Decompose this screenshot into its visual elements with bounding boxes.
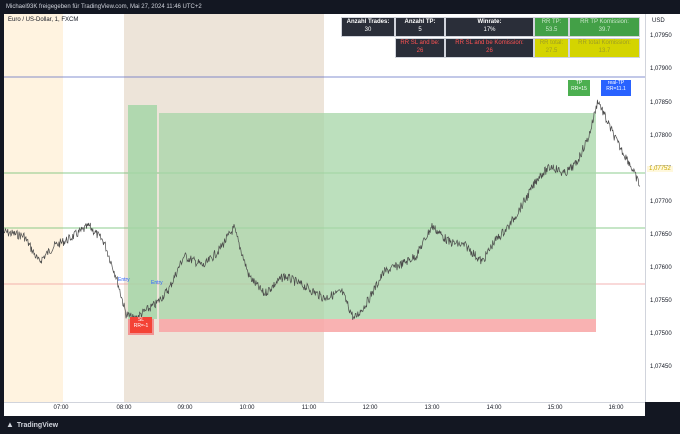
real-tp-marker-line2: RR=11.1 [606, 86, 626, 92]
price-tick-label: 1,07850 [650, 100, 672, 106]
price-tick-label: 1,07600 [650, 265, 672, 271]
price-line [4, 99, 641, 322]
stat-anzahl-trades-value: 30 [364, 26, 372, 33]
stat-winrate: Winrate: 17% [445, 17, 534, 37]
price-tick-label: 1,07450 [650, 364, 672, 370]
time-tick-label: 07:00 [53, 405, 69, 411]
time-tick-label: 12:00 [362, 405, 378, 411]
premarket-session-zone [4, 14, 63, 402]
entry-marker-2-label: Entry [151, 280, 163, 286]
tp-marker-line2: RR=15 [571, 86, 587, 92]
symbol-title: Euro / US-Dollar, 1, FXCM [8, 17, 79, 23]
stat-rr-total-label: RR total: [539, 40, 564, 46]
entry-marker-2[interactable]: Entry [151, 280, 163, 286]
chart-pane[interactable]: Anzahl Trades: 30 Anzahl TP: 5 Winrate: … [4, 14, 645, 402]
trade2-profit-zone [159, 113, 596, 319]
real-tp-marker-line1: real-TP [607, 80, 625, 86]
tradingview-logo-icon: ▲ [6, 420, 14, 429]
real-tp-marker[interactable]: real-TP RR=11.1 [601, 80, 631, 96]
sl-marker-line1: SL [137, 317, 145, 323]
stat-rr-tp-label: RR TP: [541, 19, 562, 25]
time-tick-label: 16:00 [608, 405, 624, 411]
time-tick-label: 08:00 [116, 405, 132, 411]
price-axis[interactable]: USD 1,079501,079001,078501,078001,077501… [645, 14, 680, 402]
stat-rr-total-komission-value: 13.7 [598, 47, 611, 54]
price-tick-label: 1,07950 [650, 33, 672, 39]
stat-anzahl-trades: Anzahl Trades: 30 [341, 17, 395, 37]
stat-rr-sl-be-value: 26 [416, 47, 424, 54]
price-chart-canvas[interactable] [4, 14, 645, 402]
sl-marker[interactable]: SL RR=-1 [130, 317, 152, 333]
current-price-label: 1,07752 [647, 166, 673, 172]
price-tick-label: 1,07700 [650, 199, 672, 205]
footer-bar: ▲ TradingView [0, 416, 680, 434]
stat-rr-tp-value: 53.5 [545, 26, 558, 33]
stat-rr-sl-be-komission-label: RR SL and be Komission: [455, 40, 524, 46]
tp-marker-line1: TP [575, 80, 583, 86]
stat-rr-total-komission: RR total Komission: 13.7 [569, 38, 640, 58]
currency-label: USD [652, 18, 665, 24]
sl-marker-line2: RR=-1 [133, 323, 149, 329]
stat-rr-total: RR total: 27.5 [534, 38, 569, 58]
stat-anzahl-trades-label: Anzahl Trades: [346, 19, 390, 25]
price-tick-label: 1,07500 [650, 331, 672, 337]
time-tick-label: 14:00 [486, 405, 502, 411]
brand-text: TradingView [16, 422, 59, 429]
stat-winrate-label: Winrate: [477, 19, 502, 25]
stat-anzahl-tp: Anzahl TP: 5 [395, 17, 445, 37]
price-tick-label: 1,07550 [650, 298, 672, 304]
stat-rr-total-komission-label: RR total Komission: [578, 40, 631, 46]
time-tick-label: 15:00 [547, 405, 563, 411]
stat-winrate-value: 17% [483, 26, 496, 33]
stat-anzahl-tp-value: 5 [418, 26, 422, 33]
stat-rr-sl-be-komission-value: 26 [486, 47, 493, 54]
entry-marker-1[interactable]: Entry [118, 277, 130, 283]
stat-rr-total-value: 27.5 [545, 47, 558, 54]
stat-anzahl-tp-label: Anzahl TP: [404, 19, 436, 25]
entry-marker-1-label: Entry [118, 277, 130, 283]
time-axis[interactable]: 07:00 08:00 09:00 10:00 11:00 12:00 13:00 14:00… [4, 402, 645, 416]
trade2-loss-zone [159, 319, 596, 332]
price-tick-label: 1,07650 [650, 232, 672, 238]
stat-rr-sl-be: RR SL and be: 26 [395, 38, 445, 58]
attribution-bar: Michael93K freigegeben für TradingView.c… [0, 0, 680, 14]
stat-rr-tp-komission: RR TP Komission: 39.7 [569, 17, 640, 37]
price-tick-label: 1,07900 [650, 66, 672, 72]
time-tick-label: 13:00 [424, 405, 440, 411]
attribution-text: Michael93K freigegeben für TradingView.c… [6, 4, 202, 10]
stat-rr-sl-be-komission: RR SL and be Komission: 26 [445, 38, 534, 58]
trade1-profit-zone [128, 105, 157, 319]
stat-rr-tp: RR TP: 53.5 [534, 17, 569, 37]
time-tick-label: 10:00 [239, 405, 255, 411]
stat-rr-tp-komission-label: RR TP Komission: [580, 19, 629, 25]
price-tick-label: 1,07800 [650, 133, 672, 139]
tp-marker[interactable]: TP RR=15 [568, 80, 590, 96]
time-tick-label: 09:00 [177, 405, 193, 411]
stat-rr-tp-komission-value: 39.7 [598, 26, 611, 33]
time-tick-label: 11:00 [301, 405, 317, 411]
stat-rr-sl-be-label: RR SL and be: [400, 40, 440, 46]
